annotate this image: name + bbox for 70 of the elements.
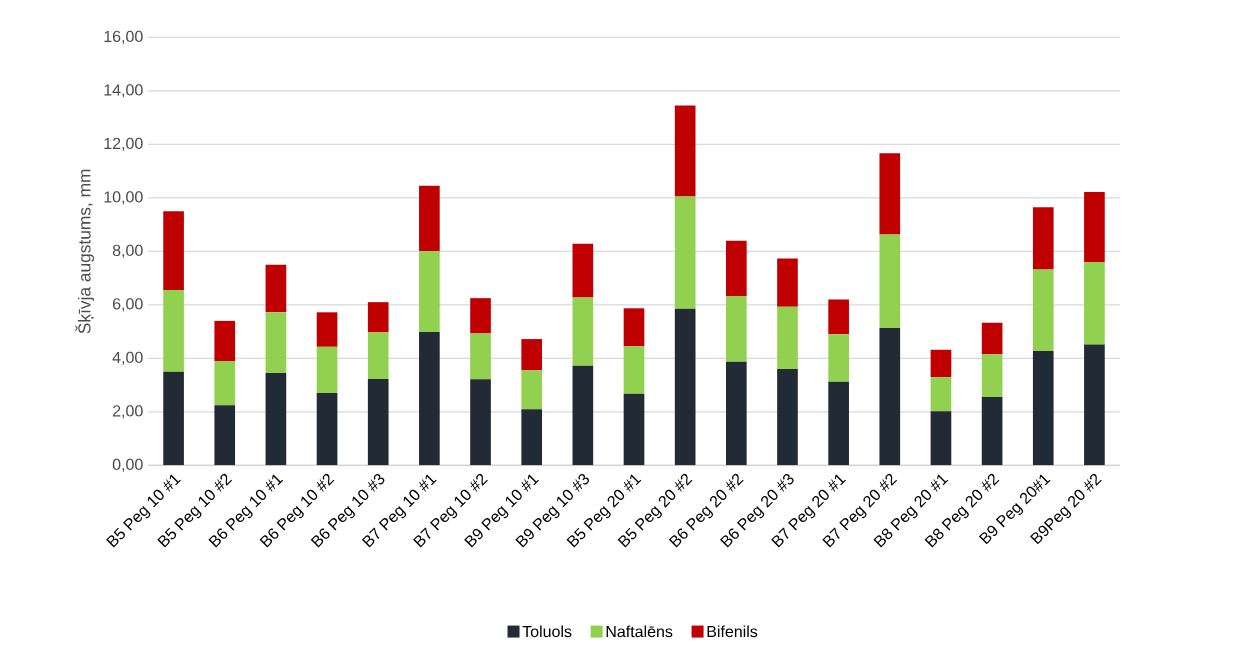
bar xyxy=(419,332,440,466)
bar xyxy=(1084,191,1105,263)
bar xyxy=(214,405,236,466)
bar xyxy=(674,105,696,197)
bar xyxy=(163,290,184,372)
bar xyxy=(1084,262,1105,345)
bar xyxy=(316,393,338,466)
bar xyxy=(674,196,696,309)
y-tick-label: 12,00 xyxy=(104,137,143,151)
bar xyxy=(981,397,1003,466)
bar xyxy=(930,411,952,466)
bar xyxy=(623,393,645,466)
bar xyxy=(623,346,645,394)
y-tick-label: 16,00 xyxy=(104,30,143,44)
y-axis-title: Šķīvja augstums, mm xyxy=(75,169,95,334)
bar xyxy=(470,379,491,466)
bar xyxy=(163,211,184,291)
bar xyxy=(572,243,594,298)
bar xyxy=(981,354,1003,398)
bar xyxy=(316,346,338,394)
legend-label: Bifenils xyxy=(707,625,758,638)
bar xyxy=(521,409,543,466)
bar xyxy=(163,371,184,466)
legend-label: Naftalēns xyxy=(606,625,673,638)
bar xyxy=(572,297,594,366)
bar xyxy=(777,258,798,307)
bar xyxy=(265,373,287,466)
bar xyxy=(879,234,901,329)
y-tick-label: 10,00 xyxy=(104,191,143,205)
bar xyxy=(1032,269,1054,352)
bar xyxy=(930,349,952,378)
bar xyxy=(265,264,287,313)
y-tick-label: 6,00 xyxy=(112,298,143,312)
y-tick-label: 14,00 xyxy=(104,84,143,98)
bar xyxy=(828,299,849,335)
bar xyxy=(521,339,543,371)
bar xyxy=(470,298,491,334)
bar xyxy=(367,378,389,466)
bar xyxy=(419,185,440,252)
bar xyxy=(981,322,1003,355)
bar xyxy=(1032,351,1054,466)
bar xyxy=(367,332,389,379)
bar xyxy=(1084,344,1105,466)
bar xyxy=(214,361,236,406)
bar xyxy=(828,334,849,382)
bar xyxy=(470,333,491,380)
bar xyxy=(674,308,696,466)
y-tick-label: 8,00 xyxy=(112,244,143,258)
bar xyxy=(265,312,287,374)
bar xyxy=(725,240,747,296)
bar xyxy=(367,302,389,333)
bar xyxy=(725,296,747,362)
bar xyxy=(214,320,236,361)
bar xyxy=(725,361,747,466)
bar xyxy=(1032,207,1054,270)
y-tick-label: 0,00 xyxy=(112,458,143,472)
bar xyxy=(419,251,440,333)
bar xyxy=(623,308,645,347)
bar xyxy=(777,369,798,466)
legend-label: Toluols xyxy=(522,625,572,638)
bar xyxy=(572,365,594,466)
bar xyxy=(777,306,798,370)
y-tick-label: 4,00 xyxy=(112,351,143,365)
bar xyxy=(521,370,543,410)
bar xyxy=(316,312,338,347)
bar xyxy=(879,328,901,466)
bar xyxy=(828,381,849,466)
bar xyxy=(930,377,952,412)
bar xyxy=(879,153,901,235)
y-tick-label: 2,00 xyxy=(112,405,143,419)
